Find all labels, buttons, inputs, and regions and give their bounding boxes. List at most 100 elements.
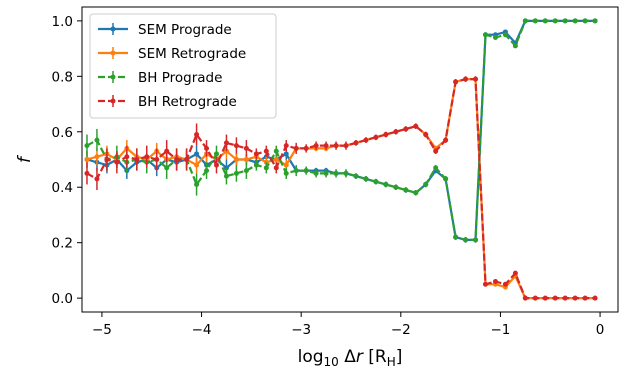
data-point bbox=[293, 168, 299, 174]
data-point bbox=[303, 145, 309, 151]
y-tick-label: 0.4 bbox=[52, 180, 73, 196]
x-axis: −5 −4 −3 −2 −1 0 bbox=[92, 312, 604, 338]
data-point bbox=[174, 157, 180, 162]
data-point bbox=[94, 137, 100, 143]
legend-marker bbox=[110, 74, 116, 80]
data-point bbox=[273, 157, 279, 162]
data-point bbox=[542, 295, 548, 301]
data-point bbox=[413, 123, 419, 129]
data-point bbox=[492, 279, 498, 284]
data-point bbox=[383, 132, 389, 138]
x-tick-label: −4 bbox=[192, 322, 212, 338]
data-point bbox=[273, 165, 279, 171]
legend-item-bh-retrograde: BH Retrograde bbox=[98, 94, 237, 110]
data-point bbox=[512, 270, 518, 276]
data-point bbox=[522, 18, 528, 24]
x-tick-label: −1 bbox=[490, 322, 510, 338]
data-point bbox=[512, 43, 518, 49]
data-point bbox=[433, 148, 439, 154]
data-point bbox=[243, 157, 249, 162]
data-point bbox=[253, 151, 259, 157]
data-point bbox=[283, 162, 289, 168]
data-point bbox=[323, 143, 329, 149]
x-axis-label: log10 Δr [RH] bbox=[298, 347, 403, 369]
x-tick-label: −3 bbox=[291, 322, 311, 338]
y-axis-label: f bbox=[15, 154, 35, 163]
data-point bbox=[473, 76, 479, 82]
data-point bbox=[463, 237, 469, 243]
data-point bbox=[194, 132, 200, 138]
data-point bbox=[552, 18, 558, 24]
data-point bbox=[333, 170, 339, 176]
data-point bbox=[84, 143, 90, 149]
series-line bbox=[86, 19, 596, 241]
data-point bbox=[233, 170, 239, 176]
data-point bbox=[443, 176, 449, 182]
y-tick-label: 0.2 bbox=[52, 236, 73, 252]
y-tick-label: 0.8 bbox=[52, 69, 73, 85]
data-point bbox=[532, 18, 538, 24]
legend-label: BH Prograde bbox=[138, 70, 222, 86]
data-point bbox=[213, 151, 219, 157]
legend-item-sem-prograde: SEM Prograde bbox=[98, 22, 232, 38]
data-point bbox=[492, 35, 498, 40]
data-point bbox=[253, 162, 259, 168]
legend-marker bbox=[110, 98, 116, 104]
data-point bbox=[283, 170, 289, 176]
data-point bbox=[233, 143, 239, 149]
data-point bbox=[94, 154, 100, 160]
data-point bbox=[562, 295, 568, 301]
data-point bbox=[413, 190, 419, 196]
data-point bbox=[243, 168, 249, 174]
data-point bbox=[373, 179, 379, 185]
data-point bbox=[393, 184, 399, 190]
data-point bbox=[552, 295, 558, 301]
data-point bbox=[453, 79, 459, 85]
data-point bbox=[433, 165, 439, 171]
data-point bbox=[243, 145, 249, 151]
data-point bbox=[283, 151, 289, 157]
data-point bbox=[353, 140, 359, 146]
data-point bbox=[373, 134, 379, 140]
data-point bbox=[184, 157, 190, 162]
legend-label: SEM Retrograde bbox=[138, 46, 246, 62]
data-point bbox=[213, 162, 219, 168]
y-axis: 0.0 0.2 0.4 0.6 0.8 1.0 bbox=[52, 14, 82, 307]
data-point bbox=[482, 281, 488, 287]
data-point bbox=[124, 154, 130, 160]
data-point bbox=[423, 181, 429, 187]
data-point bbox=[313, 170, 319, 176]
data-point bbox=[562, 18, 568, 24]
data-point bbox=[343, 170, 349, 176]
data-point bbox=[104, 157, 110, 162]
legend-item-sem-retrograde: SEM Retrograde bbox=[98, 46, 246, 62]
data-point bbox=[84, 157, 90, 162]
data-point bbox=[263, 148, 269, 154]
y-tick-label: 1.0 bbox=[52, 14, 73, 30]
data-point bbox=[542, 18, 548, 24]
data-point bbox=[164, 165, 170, 171]
plot-area bbox=[84, 18, 598, 301]
data-point bbox=[233, 157, 239, 162]
data-point bbox=[84, 170, 90, 176]
x-tick-label: −2 bbox=[391, 322, 411, 338]
data-point bbox=[263, 165, 269, 171]
data-point bbox=[403, 187, 409, 193]
data-point bbox=[293, 145, 299, 151]
data-point bbox=[313, 143, 319, 149]
data-point bbox=[154, 157, 160, 162]
series-bh-retrograde bbox=[84, 76, 598, 301]
legend-box bbox=[89, 13, 277, 119]
data-point bbox=[164, 148, 170, 154]
data-point bbox=[502, 32, 508, 38]
y-tick-label: 0.6 bbox=[52, 125, 73, 141]
data-point bbox=[204, 168, 210, 174]
legend-marker bbox=[110, 26, 116, 32]
data-point bbox=[443, 137, 449, 143]
data-point bbox=[323, 170, 329, 176]
data-point bbox=[572, 18, 578, 24]
data-point bbox=[94, 176, 100, 182]
data-point bbox=[114, 159, 120, 165]
data-point bbox=[403, 126, 409, 132]
